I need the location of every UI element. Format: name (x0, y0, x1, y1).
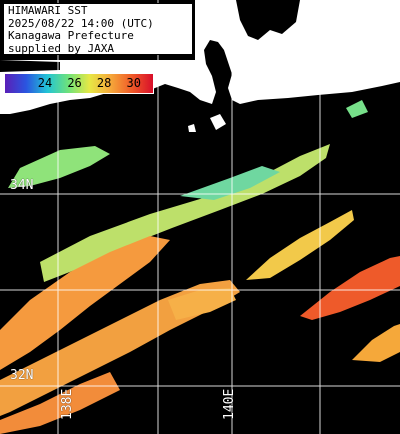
lat-label-32n: 32N (10, 368, 34, 383)
land-dark-patch-2 (0, 60, 60, 72)
title-line-3: Kanagawa Prefecture (8, 29, 134, 42)
title-line-1: HIMAWARI SST (8, 4, 88, 17)
sst-band-warm-bottom (0, 372, 120, 434)
land-kozu (188, 124, 196, 132)
colorbar-tick-28: 28 (96, 76, 112, 90)
colorbar-tick-30: 30 (126, 76, 141, 90)
sst-band-warm-west (0, 236, 170, 370)
title-box: HIMAWARI SST 2025/08/22 14:00 (UTC) Kana… (3, 3, 193, 55)
lon-label-138e: 138E (60, 388, 75, 420)
land-dark-patch (236, 0, 300, 40)
sst-band-central-cool (180, 166, 280, 200)
title-line-2: 2025/08/22 14:00 (UTC) (8, 16, 154, 30)
temperature-colorbar: 24 26 28 30 (4, 73, 154, 94)
land-boso (300, 20, 372, 70)
sst-band-orange-mid (168, 288, 236, 320)
sst-band-north (8, 146, 110, 188)
sst-band-warm-east-south (352, 324, 400, 362)
title-line-4: supplied by JAXA (8, 41, 114, 55)
colorbar-tick-24: 24 (37, 76, 53, 90)
lat-label-34n: 34N (10, 178, 34, 193)
sst-band-mid-east (246, 210, 354, 280)
sst-band-hot-east (300, 256, 400, 320)
lon-label-140e: 140E (222, 388, 237, 420)
sst-patch-small (346, 100, 368, 118)
land-oshima (210, 114, 226, 130)
colorbar-tick-26: 26 (67, 76, 82, 90)
